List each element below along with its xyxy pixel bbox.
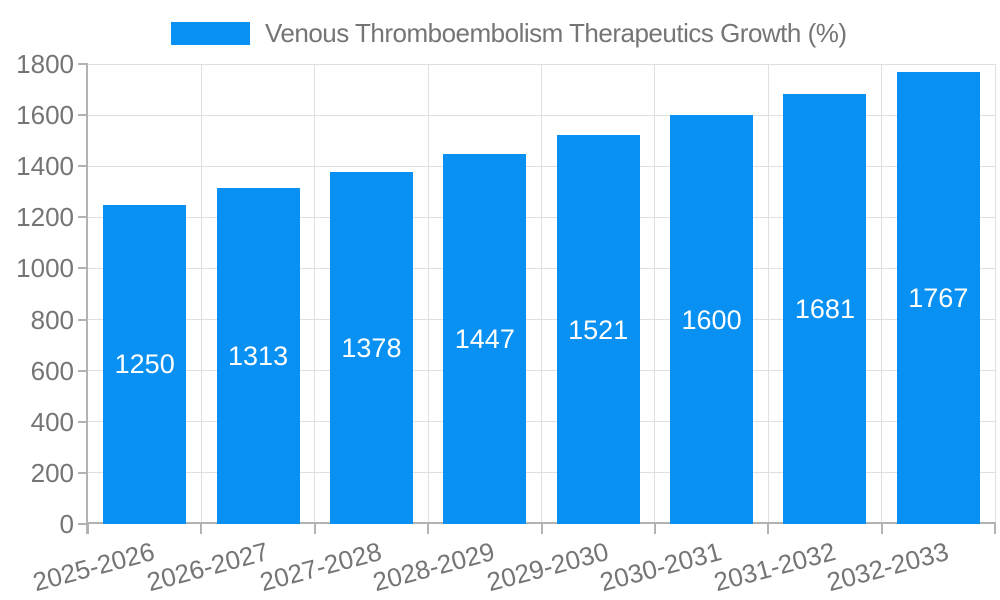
bar-value-label: 1447 xyxy=(454,324,515,355)
v-gridline xyxy=(427,64,429,524)
bar-value-label: 1681 xyxy=(794,294,855,325)
bar[interactable] xyxy=(443,154,527,524)
x-axis-label: 2027-2028 xyxy=(256,536,385,598)
y-axis-label: 1800 xyxy=(16,49,74,79)
bar[interactable] xyxy=(783,94,867,524)
bar-value-label: 1313 xyxy=(228,341,289,372)
y-axis-label: 800 xyxy=(30,304,74,335)
v-gridline xyxy=(767,64,769,524)
x-tick xyxy=(540,524,543,534)
legend-item[interactable]: Venous Thromboembolism Therapeutics Grow… xyxy=(171,20,847,46)
y-tick xyxy=(78,216,88,219)
y-tick xyxy=(78,471,88,474)
v-gridline xyxy=(994,64,996,524)
x-axis-label: 2026-2027 xyxy=(143,536,272,598)
bar[interactable] xyxy=(329,171,413,524)
bar-value-label: 1521 xyxy=(568,314,629,345)
x-axis-label: 2029-2030 xyxy=(483,536,612,598)
bar[interactable] xyxy=(896,72,980,524)
bar[interactable] xyxy=(216,188,300,524)
v-gridline xyxy=(314,64,316,524)
bar[interactable] xyxy=(556,135,640,524)
y-tick xyxy=(78,114,88,117)
bar[interactable] xyxy=(670,115,754,524)
y-tick xyxy=(78,369,88,372)
y-axis-label: 0 xyxy=(59,509,74,539)
x-axis-label: 2030-2031 xyxy=(596,536,725,598)
y-axis-line xyxy=(86,63,88,534)
x-tick xyxy=(313,524,316,534)
y-tick xyxy=(78,318,88,321)
bar-value-label: 1767 xyxy=(908,283,969,314)
x-axis-label: 2028-2029 xyxy=(370,536,499,598)
y-tick xyxy=(78,523,88,525)
bar-value-label: 1378 xyxy=(341,332,402,363)
y-axis-label: 600 xyxy=(30,355,74,386)
x-tick xyxy=(87,524,89,534)
x-tick xyxy=(653,524,656,534)
legend-swatch xyxy=(171,21,250,45)
x-tick xyxy=(200,524,203,534)
y-tick xyxy=(78,420,88,423)
y-tick xyxy=(78,267,88,270)
x-axis-label: 2032-2033 xyxy=(823,536,952,598)
y-axis-label: 1200 xyxy=(16,202,74,233)
y-axis-label: 200 xyxy=(30,457,74,488)
x-axis-line xyxy=(88,522,996,524)
v-gridline xyxy=(200,64,202,524)
y-axis-label: 1400 xyxy=(16,151,74,182)
bar-value-label: 1250 xyxy=(114,349,175,380)
x-tick xyxy=(427,524,430,534)
bar-value-label: 1600 xyxy=(681,304,742,335)
v-gridline xyxy=(654,64,656,524)
x-tick xyxy=(880,524,883,534)
x-axis-label: 2025-2026 xyxy=(30,536,158,598)
y-tick xyxy=(78,63,88,65)
y-axis-label: 400 xyxy=(30,406,74,437)
v-gridline xyxy=(881,64,883,524)
x-tick xyxy=(767,524,770,534)
y-axis-label: 1600 xyxy=(16,100,74,131)
y-axis-label: 1000 xyxy=(16,253,74,284)
bar[interactable] xyxy=(103,204,187,524)
x-axis-label: 2031-2032 xyxy=(710,536,839,598)
y-tick xyxy=(78,165,88,168)
v-gridline xyxy=(541,64,542,524)
x-tick xyxy=(994,524,996,534)
legend-label: Venous Thromboembolism Therapeutics Grow… xyxy=(265,18,847,48)
